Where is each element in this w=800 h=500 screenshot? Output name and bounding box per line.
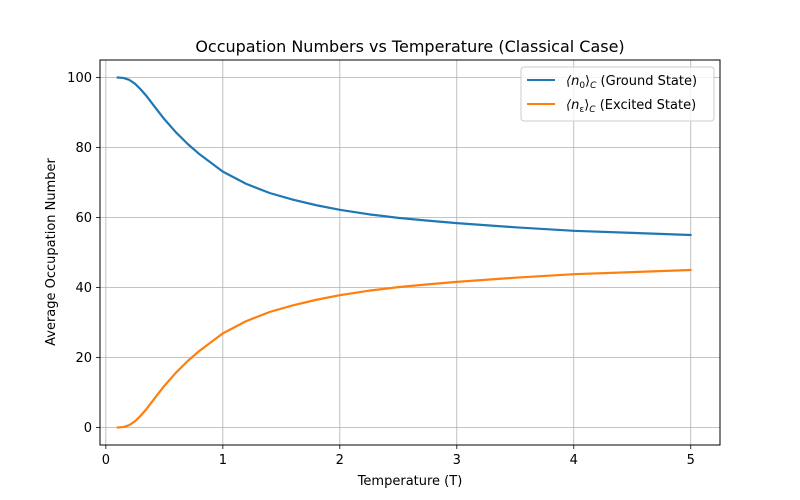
x-tick-label: 3 [453, 453, 461, 468]
axis-ticks: 0 1 2 3 4 5 0 20 40 60 80 100 [67, 71, 695, 468]
x-tick-label: 2 [336, 453, 344, 468]
series-lines [116, 76, 692, 429]
legend-label-ground-state: ⟨n0⟩C (Ground State) [566, 74, 697, 91]
x-tick-label: 4 [570, 453, 578, 468]
x-tick-label: 0 [102, 453, 110, 468]
y-tick-label: 60 [75, 211, 92, 226]
y-tick-label: 100 [67, 71, 92, 86]
y-tick-label: 80 [75, 141, 92, 156]
y-tick-label: 40 [75, 281, 92, 296]
series-line-excited-state [116, 268, 692, 429]
x-tick-label: 1 [219, 453, 227, 468]
legend-entry-ground-state: ⟨n0⟩C (Ground State) [527, 74, 697, 91]
x-axis-label: Temperature (T) [357, 474, 463, 489]
y-tick-label: 0 [84, 421, 92, 436]
series-line-ground-state [116, 76, 692, 237]
grid [100, 60, 720, 445]
y-tick-label: 20 [75, 351, 92, 366]
legend-box [520, 66, 715, 122]
legend-entry-excited-state: ⟨nε⟩C (Excited State) [527, 98, 696, 115]
y-axis-label: Average Occupation Number [44, 157, 59, 345]
legend: ⟨n0⟩C (Ground State) ⟨nε⟩C (Excited Stat… [520, 66, 715, 122]
legend-label-excited-state: ⟨nε⟩C (Excited State) [566, 98, 696, 115]
plot-frame [99, 59, 721, 446]
x-tick-label: 5 [687, 453, 695, 468]
chart-title: Occupation Numbers vs Temperature (Class… [195, 37, 624, 56]
